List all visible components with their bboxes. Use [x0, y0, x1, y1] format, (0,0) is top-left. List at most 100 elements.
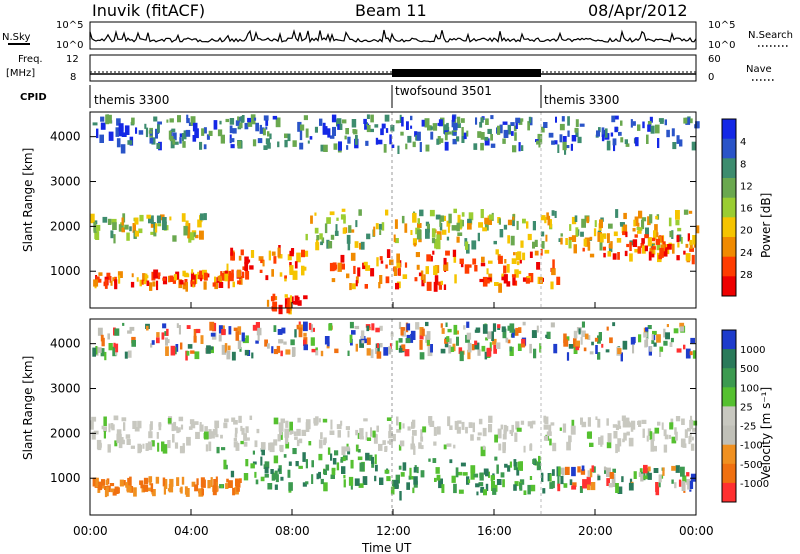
- echo-cell: [507, 465, 511, 472]
- echo-cell: [187, 231, 191, 239]
- echo-cell: [142, 443, 145, 449]
- echo-cell: [237, 116, 240, 121]
- echo-cell: [285, 442, 290, 449]
- echo-cell: [178, 416, 184, 422]
- echo-cell: [162, 221, 167, 231]
- echo-cell: [331, 114, 337, 123]
- echo-cell: [228, 326, 232, 335]
- echo-cell: [235, 442, 240, 451]
- echo-cell: [448, 345, 452, 354]
- echo-cell: [467, 218, 472, 224]
- echo-cell: [366, 233, 371, 240]
- echo-cell: [303, 344, 308, 351]
- echo-cell: [578, 328, 581, 335]
- echo-cell: [673, 328, 679, 334]
- echo-cell: [269, 133, 272, 140]
- echo-cell: [298, 327, 303, 338]
- echo-cell: [502, 121, 508, 125]
- echo-cell: [94, 230, 99, 240]
- echo-cell: [112, 346, 117, 357]
- colorbar-tick-label: 28: [740, 270, 753, 281]
- echo-cell: [137, 420, 142, 429]
- echo-cell: [680, 438, 686, 448]
- echo-cell: [144, 123, 147, 129]
- echo-cell: [604, 128, 608, 138]
- echo-cell: [271, 251, 276, 256]
- echo-cell: [298, 438, 303, 444]
- echo-cell: [374, 454, 377, 465]
- colorbar-swatch: [722, 463, 736, 484]
- echo-cell: [337, 430, 341, 438]
- echo-cell: [364, 284, 368, 289]
- echo-cell: [143, 280, 147, 285]
- echo-cell: [310, 337, 315, 346]
- echo-cell: [272, 293, 276, 301]
- echo-cell: [172, 434, 175, 443]
- echo-cell: [420, 436, 424, 442]
- echo-cell: [126, 232, 130, 241]
- echo-cell: [601, 134, 605, 142]
- echo-cell: [185, 220, 189, 227]
- echo-cell: [686, 472, 690, 477]
- echo-cell: [581, 330, 586, 337]
- echo-cell: [454, 420, 459, 430]
- echo-cell: [548, 424, 552, 433]
- echo-cell: [654, 124, 660, 134]
- echo-cell: [681, 418, 685, 425]
- echo-cell: [632, 121, 636, 126]
- echo-cell: [497, 428, 502, 439]
- echo-cell: [551, 210, 555, 216]
- echo-cell: [637, 222, 640, 227]
- echo-cell: [549, 219, 552, 228]
- echo-cell: [486, 268, 489, 275]
- colorbar-swatch: [722, 482, 736, 503]
- echo-cell: [420, 445, 424, 450]
- echo-cell: [191, 269, 194, 274]
- echo-cell: [501, 326, 506, 332]
- echo-cell: [312, 327, 315, 332]
- echo-cell: [375, 327, 380, 333]
- echo-cell: [376, 257, 379, 267]
- echo-cell: [625, 143, 630, 147]
- echo-cell: [263, 145, 268, 150]
- echo-cell: [594, 220, 597, 228]
- echo-cell: [638, 420, 642, 427]
- echo-cell: [410, 330, 416, 340]
- echo-cell: [418, 272, 422, 277]
- echo-cell: [321, 237, 325, 244]
- echo-cell: [637, 230, 642, 234]
- echo-cell: [252, 450, 255, 455]
- echo-cell: [615, 443, 618, 454]
- echo-cell: [516, 220, 519, 230]
- echo-cell: [620, 137, 624, 143]
- echo-cell: [452, 249, 457, 257]
- colorbar-tick-label: 4: [740, 137, 746, 148]
- echo-cell: [607, 233, 610, 244]
- echo-cell: [490, 143, 496, 148]
- echo-cell: [203, 272, 208, 281]
- echo-cell: [411, 436, 414, 444]
- echo-cell: [138, 130, 144, 135]
- echo-cell: [181, 213, 186, 222]
- echo-cell: [370, 427, 372, 437]
- colorbar-swatch: [722, 330, 736, 350]
- echo-cell: [118, 275, 121, 284]
- echo-cell: [546, 431, 552, 436]
- echo-cell: [467, 220, 472, 230]
- echo-cell: [512, 216, 515, 220]
- echo-cell: [567, 130, 570, 137]
- echo-cell: [522, 277, 527, 282]
- echo-cell: [544, 416, 549, 425]
- y-tick-label: 2000: [50, 219, 81, 233]
- echo-cell: [97, 441, 102, 451]
- echo-cell: [484, 136, 489, 141]
- echo-cell: [607, 251, 612, 257]
- echo-cell: [489, 214, 494, 220]
- echo-cell: [503, 274, 508, 284]
- echo-cell: [230, 252, 235, 261]
- echo-cell: [347, 136, 351, 144]
- echo-cell: [227, 279, 230, 289]
- echo-cell: [245, 459, 249, 467]
- echo-cell: [596, 130, 600, 137]
